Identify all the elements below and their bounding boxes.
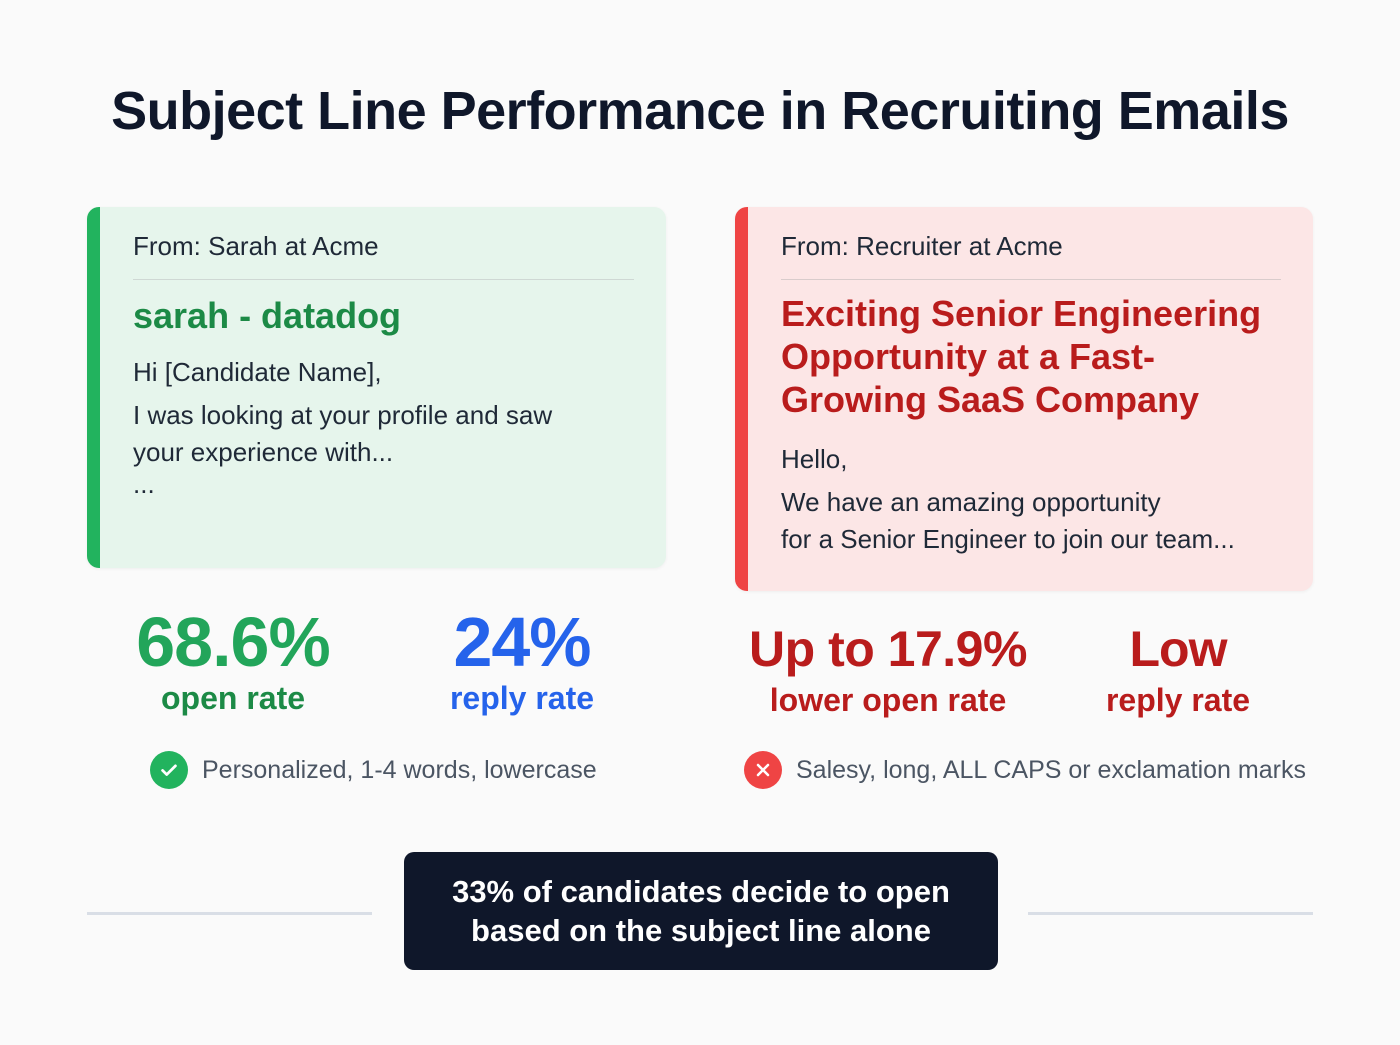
green-accent-bar bbox=[87, 207, 100, 568]
good-email-card: From: Sarah at Acme sarah - datadog Hi [… bbox=[87, 207, 666, 568]
stat-value: 24% bbox=[453, 603, 591, 681]
x-circle-icon bbox=[744, 751, 782, 789]
callout-line: based on the subject line alone bbox=[471, 913, 931, 948]
stat-label: reply rate bbox=[1105, 682, 1251, 718]
bad-note: Salesy, long, ALL CAPS or exclamation ma… bbox=[744, 751, 1306, 789]
email-subject-line: Exciting Senior Engineering bbox=[781, 293, 1262, 334]
email-subject-line: Growing SaaS Company bbox=[781, 379, 1200, 420]
email-body-ellipsis: ... bbox=[133, 469, 155, 499]
stat-value: Low bbox=[1129, 621, 1228, 677]
page-title: Subject Line Performance in Recruiting E… bbox=[111, 81, 1289, 141]
check-circle-icon bbox=[150, 751, 188, 789]
note-text: Salesy, long, ALL CAPS or exclamation ma… bbox=[796, 755, 1306, 784]
divider-right bbox=[1028, 912, 1313, 915]
email-body-line: for a Senior Engineer to join our team..… bbox=[781, 524, 1235, 554]
bad-email-card: From: Recruiter at Acme Exciting Senior … bbox=[735, 207, 1313, 591]
email-body-line: I was looking at your profile and saw bbox=[133, 400, 553, 430]
stat-label: open rate bbox=[160, 680, 306, 716]
divider-left bbox=[87, 912, 372, 915]
stat-label: lower open rate bbox=[769, 682, 1007, 718]
stat-value: Up to 17.9% bbox=[749, 621, 1027, 677]
divider bbox=[781, 279, 1281, 280]
reply-rate-stat: Low reply rate bbox=[1080, 616, 1276, 718]
email-from: From: Sarah at Acme bbox=[133, 231, 379, 261]
email-greeting: Hello, bbox=[781, 444, 848, 474]
email-body-line: We have an amazing opportunity bbox=[781, 487, 1161, 517]
stat-label: reply rate bbox=[449, 680, 595, 716]
email-body-line: your experience with... bbox=[133, 437, 394, 467]
email-greeting: Hi [Candidate Name], bbox=[133, 357, 382, 387]
good-note: Personalized, 1-4 words, lowercase bbox=[150, 751, 597, 789]
open-rate-stat: 68.6% open rate bbox=[102, 604, 364, 716]
key-stat-callout: 33% of candidates decide to open based o… bbox=[404, 852, 998, 970]
reply-rate-stat: 24% reply rate bbox=[422, 604, 622, 716]
email-subject-line: Opportunity at a Fast- bbox=[781, 336, 1156, 377]
email-subject: sarah - datadog bbox=[133, 295, 402, 336]
note-text: Personalized, 1-4 words, lowercase bbox=[202, 755, 597, 784]
open-rate-stat: Up to 17.9% lower open rate bbox=[738, 616, 1038, 718]
red-accent-bar bbox=[735, 207, 748, 591]
stat-value: 68.6% bbox=[136, 603, 330, 681]
email-from: From: Recruiter at Acme bbox=[781, 231, 1063, 261]
divider bbox=[133, 279, 634, 280]
callout-line: 33% of candidates decide to open bbox=[452, 874, 950, 909]
